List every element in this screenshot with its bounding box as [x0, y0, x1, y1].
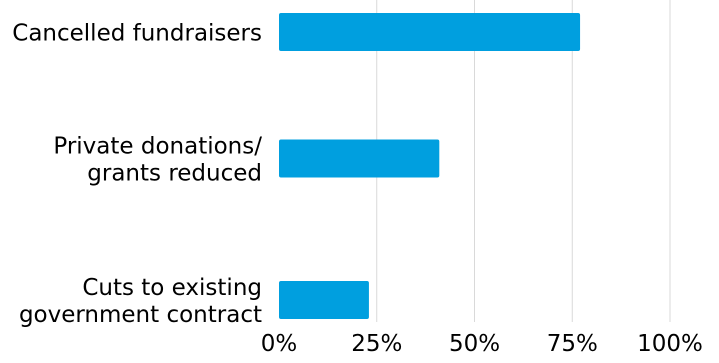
category-label-2: Cuts to existing government contract	[19, 275, 262, 328]
bars	[279, 13, 581, 319]
x-tick-label-75: 75%	[547, 331, 598, 357]
category-label-0: Cancelled fundraisers	[12, 20, 262, 46]
x-tick-label-0: 0%	[261, 331, 298, 357]
bar-0	[279, 13, 581, 51]
x-tick-label-25: 25%	[351, 331, 402, 357]
bar-2	[279, 281, 369, 319]
category-labels: Cancelled fundraisers Private donations/g…	[12, 20, 262, 328]
x-axis-tick-labels: 0% 25% 50% 75% 100%	[261, 331, 703, 357]
category-label-1: Private donations/grants reduced	[53, 133, 262, 186]
bar-1	[279, 139, 440, 178]
x-tick-label-50: 50%	[449, 331, 500, 357]
x-tick-label-100: 100%	[637, 331, 703, 357]
